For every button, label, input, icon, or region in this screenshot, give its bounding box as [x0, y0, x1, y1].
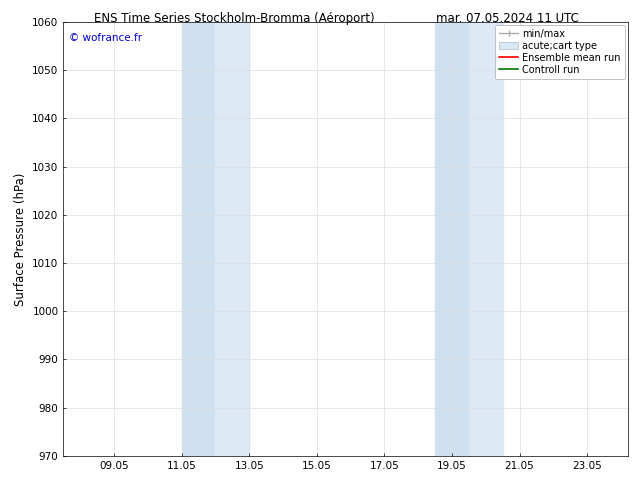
Bar	[216, 22, 249, 456]
Text: mar. 07.05.2024 11 UTC: mar. 07.05.2024 11 UTC	[436, 12, 579, 25]
Legend: min/max, acute;cart type, Ensemble mean run, Controll run: min/max, acute;cart type, Ensemble mean …	[495, 25, 624, 78]
Y-axis label: Surface Pressure (hPa): Surface Pressure (hPa)	[14, 172, 27, 306]
Text: © wofrance.fr: © wofrance.fr	[69, 33, 142, 43]
Text: ENS Time Series Stockholm-Bromma (Aéroport): ENS Time Series Stockholm-Bromma (Aéropo…	[94, 12, 375, 25]
Bar	[182, 22, 216, 456]
Bar	[469, 22, 503, 456]
Bar	[435, 22, 469, 456]
